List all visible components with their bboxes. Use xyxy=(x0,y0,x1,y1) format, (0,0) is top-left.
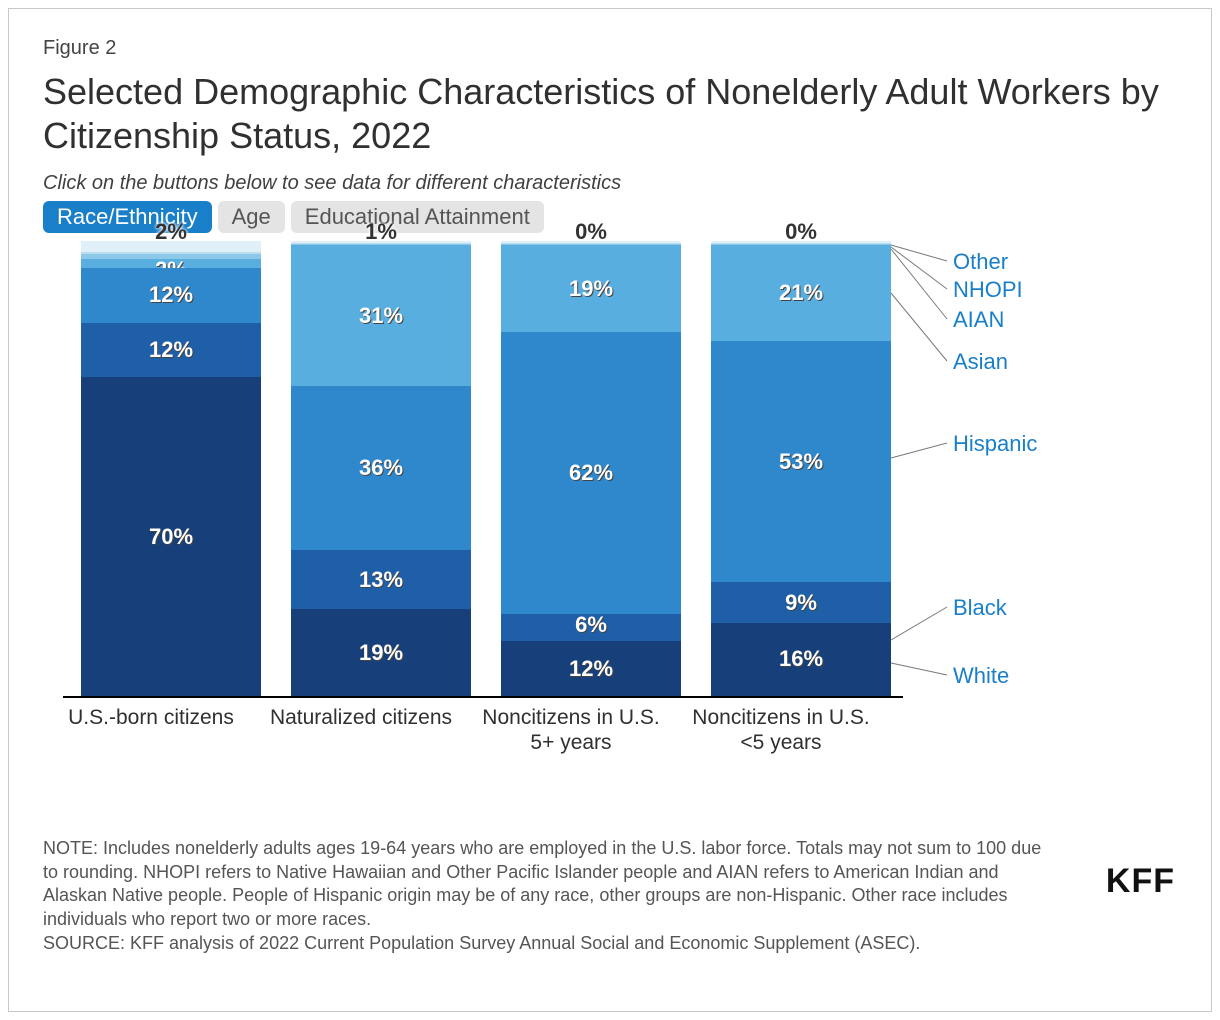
x-axis-label: Noncitizens in U.S. <5 years xyxy=(681,705,881,755)
bar-segment-label: 12% xyxy=(81,337,261,363)
bar-segment-black: 9% xyxy=(711,582,891,623)
bar-segment-asian: 19% xyxy=(501,245,681,331)
bar-segment-white: 19% xyxy=(291,609,471,695)
bar-segment-black: 12% xyxy=(81,323,261,378)
source-text: SOURCE: KFF analysis of 2022 Current Pop… xyxy=(43,932,1053,956)
bar-segment-black: 6% xyxy=(501,614,681,641)
legend-item-black: Black xyxy=(953,595,1007,621)
bar-segment-label: 12% xyxy=(81,282,261,308)
kff-logo: KFF xyxy=(1106,862,1175,901)
bar-segment-white: 16% xyxy=(711,623,891,696)
bar-segment-label: 13% xyxy=(291,567,471,593)
legend-item-other: Other xyxy=(953,249,1008,275)
bar-segment-label: 36% xyxy=(291,455,471,481)
x-axis-label: U.S.-born citizens xyxy=(51,705,251,730)
bar-overflow-label: 0% xyxy=(711,219,891,245)
bar-segment-label: 70% xyxy=(81,524,261,550)
bar-segment-label: 53% xyxy=(711,449,891,475)
legend-item-nhopi: NHOPI xyxy=(953,277,1023,303)
bar-segment-hispanic: 36% xyxy=(291,386,471,550)
bar-column: 19%62%6%12%0% xyxy=(501,241,681,696)
bar-segment-label: 12% xyxy=(501,656,681,682)
bar-segment-label: 19% xyxy=(291,640,471,666)
x-axis-label: Noncitizens in U.S. 5+ years xyxy=(471,705,671,755)
legend: OtherNHOPI AIAN Asian Hispanic Black White xyxy=(913,243,1063,698)
legend-item-asian: Asian xyxy=(953,349,1008,375)
bar-segment-asian: 31% xyxy=(291,245,471,386)
bar-segment-black: 13% xyxy=(291,550,471,609)
bar-segment-asian: 2% xyxy=(81,259,261,268)
bar-segment-label: 21% xyxy=(711,280,891,306)
bar-segment-label: 62% xyxy=(501,460,681,486)
bar-overflow-label: 1% xyxy=(291,219,471,245)
legend-item-white: White xyxy=(953,663,1009,689)
note-text: NOTE: Includes nonelderly adults ages 19… xyxy=(43,837,1053,932)
bar-column: 21%53%9%16%0% xyxy=(711,241,891,696)
bar-column: 31%36%13%19%1% xyxy=(291,241,471,696)
bar-segment-white: 70% xyxy=(81,377,261,696)
bar-segment-label: 19% xyxy=(501,276,681,302)
bar-segment-label: 31% xyxy=(291,303,471,329)
figure-number: Figure 2 xyxy=(43,37,1177,60)
legend-item-aian: AIAN xyxy=(953,307,1004,333)
x-axis-label: Naturalized citizens xyxy=(261,705,461,730)
bar-segment-label: 9% xyxy=(711,590,891,616)
footnotes: NOTE: Includes nonelderly adults ages 19… xyxy=(43,837,1053,956)
bars-region: 2%12%12%70%2%31%36%13%19%1%19%62%6%12%0%… xyxy=(63,243,903,698)
chart: 2%12%12%70%2%31%36%13%19%1%19%62%6%12%0%… xyxy=(43,243,1177,763)
bar-segment-hispanic: 53% xyxy=(711,341,891,582)
bar-segment-hispanic: 12% xyxy=(81,268,261,323)
bar-segment-asian: 21% xyxy=(711,245,891,341)
bar-segment-label: 6% xyxy=(501,612,681,638)
bar-overflow-label: 0% xyxy=(501,219,681,245)
bar-overflow-label: 2% xyxy=(81,219,261,245)
figure-container: Figure 2 Selected Demographic Characteri… xyxy=(8,8,1212,1012)
bar-segment-hispanic: 62% xyxy=(501,332,681,614)
plot-area: 2%12%12%70%2%31%36%13%19%1%19%62%6%12%0%… xyxy=(63,243,1053,698)
bar-segment-white: 12% xyxy=(501,641,681,696)
legend-item-hispanic: Hispanic xyxy=(953,431,1037,457)
bar-segment-label: 16% xyxy=(711,646,891,672)
chart-subtitle: Click on the buttons below to see data f… xyxy=(43,172,1177,195)
chart-title: Selected Demographic Characteristics of … xyxy=(43,70,1177,158)
bar-column: 2%12%12%70%2% xyxy=(81,241,261,696)
